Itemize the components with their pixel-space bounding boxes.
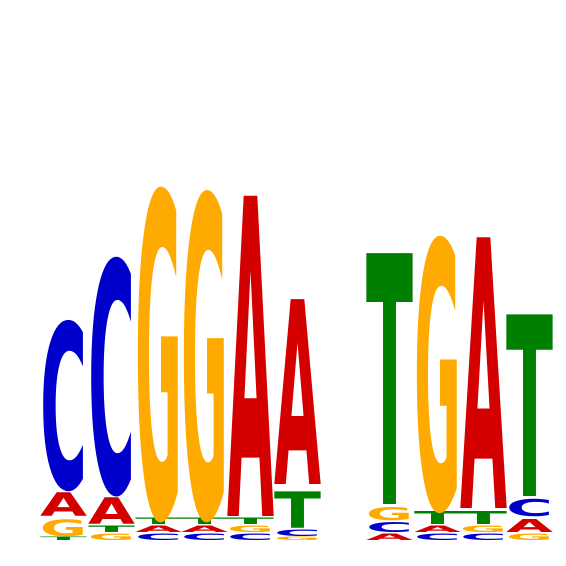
- letter-C: C: [181, 532, 228, 542]
- letter-G: G: [460, 524, 507, 535]
- letter-C: C: [460, 532, 507, 542]
- letter-T: T: [88, 524, 136, 535]
- letter-T: T: [135, 516, 183, 527]
- letter-G: G: [274, 536, 321, 541]
- letter-C: C: [366, 519, 413, 535]
- letter-A: A: [460, 163, 507, 566]
- letter-A: A: [366, 532, 414, 542]
- letter-G: G: [414, 167, 461, 566]
- letter-A: A: [274, 250, 321, 544]
- letter-T: T: [366, 185, 413, 566]
- letter-C: C: [88, 198, 135, 566]
- letter-G: G: [181, 108, 228, 566]
- letter-A: A: [506, 515, 553, 536]
- letter-A: A: [88, 491, 135, 533]
- letter-A: A: [181, 524, 229, 534]
- letter-G: G: [40, 516, 87, 542]
- letter-C: C: [40, 280, 87, 543]
- letter-T: T: [40, 536, 88, 541]
- letter-A: A: [414, 524, 462, 534]
- letter-T: T: [414, 507, 462, 528]
- letter-T: T: [227, 516, 275, 527]
- letter-A: A: [40, 487, 88, 524]
- letter-G: G: [227, 524, 274, 535]
- letter-A: A: [135, 524, 183, 534]
- letter-G: G: [366, 504, 413, 525]
- letter-C: C: [227, 532, 274, 542]
- letter-T: T: [274, 482, 321, 540]
- letter-T: T: [460, 507, 508, 528]
- letter-G: G: [506, 532, 553, 543]
- letter-C: C: [135, 532, 182, 542]
- letter-A: A: [227, 108, 274, 566]
- letter-C: C: [274, 528, 321, 538]
- letter-T: T: [181, 516, 229, 527]
- letter-G: G: [135, 104, 182, 566]
- letter-C: C: [506, 495, 553, 521]
- letter-T: T: [506, 266, 553, 556]
- letter-C: C: [414, 532, 461, 542]
- letter-G: G: [88, 532, 135, 543]
